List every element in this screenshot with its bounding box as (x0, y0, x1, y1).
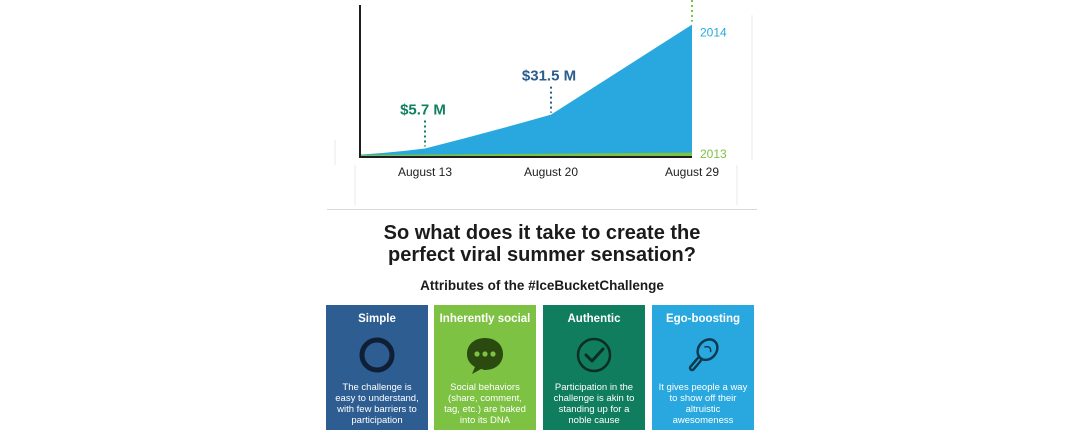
annotation-label: $5.7 M (400, 102, 446, 119)
series-area-2013 (360, 152, 692, 156)
headline-line-2: perfect viral summer sensation? (388, 244, 696, 266)
ring-icon (359, 337, 395, 373)
card-title: Authentic (567, 313, 621, 325)
hand-mirror-icon (688, 338, 719, 372)
card-description: Social behaviors (share, comment, tag, e… (444, 382, 526, 426)
headline-line-1: So what does it take to create the (383, 222, 701, 244)
attribute-cards: Simple The challenge is easy to understa… (326, 305, 754, 430)
card-title: Simple (358, 313, 396, 325)
card-ego-boosting: Ego-boosting It gives people a way to sh… (652, 305, 754, 430)
area-chart: $5.7 M $31.5 M 2014 2013 August 13 August … (334, 0, 753, 205)
speech-bubble-icon (467, 338, 503, 374)
x-tick-label: August 29 (665, 165, 719, 179)
annotation-label: $31.5 M (522, 68, 576, 85)
section-divider (327, 209, 757, 210)
card-description: The challenge is easy to understand, wit… (335, 382, 419, 426)
card-title: Inherently social (439, 313, 531, 325)
card-authentic: Authentic Participation in the challenge… (543, 305, 645, 430)
checkmark-icon (576, 337, 612, 373)
subheadline: Attributes of the #IceBucketChallenge (420, 278, 664, 293)
card-simple: Simple The challenge is easy to understa… (326, 305, 428, 430)
x-tick-label: August 20 (524, 165, 578, 179)
card-description: It gives people a way to show off their … (658, 382, 748, 426)
series-label-2013: 2013 (700, 147, 727, 161)
x-tick-label: August 13 (398, 165, 452, 179)
headline: So what does it take to create the perfe… (327, 222, 757, 266)
card-title: Ego-boosting (665, 313, 741, 325)
card-inherently-social: Inherently social Social behaviors (shar… (434, 305, 536, 430)
series-label-2014: 2014 (700, 26, 727, 40)
card-description: Participation in the challenge is akin t… (553, 382, 635, 426)
series-area-2014 (360, 24, 692, 157)
